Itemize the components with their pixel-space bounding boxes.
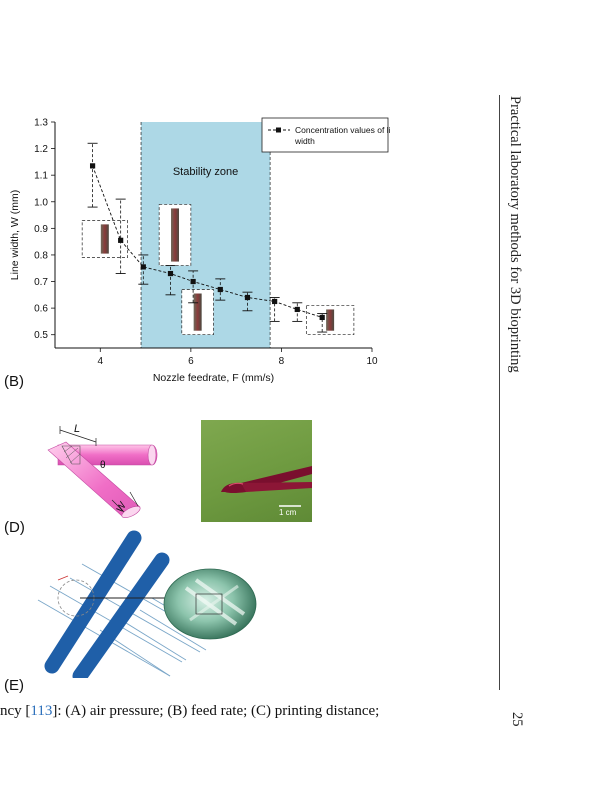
chart-legend: Concentration values of line width [261, 117, 390, 153]
running-head: Practical laboratory methods for 3D biop… [507, 96, 523, 373]
dim-l-label: L [74, 423, 80, 435]
caption-pre: ncy [ [0, 703, 31, 719]
y-tick-label: 0.5 [34, 330, 48, 341]
y-tick-label: 1.0 [34, 197, 48, 208]
scaffold-grid-diagram [37, 530, 257, 678]
data-point [244, 294, 251, 301]
x-tick-label: 4 [98, 356, 104, 367]
x-tick-label: 10 [366, 356, 378, 367]
inset-image [100, 224, 109, 254]
y-tick-label: 1.3 [34, 118, 48, 129]
data-point [118, 237, 124, 243]
y-tick-label: 1.2 [34, 144, 48, 155]
data-point [294, 306, 300, 313]
y-tick-label: 0.9 [34, 224, 48, 235]
scale-bar-label: 1 cm [279, 508, 297, 517]
panel-label-e: (E) [4, 677, 24, 694]
data-point [167, 270, 174, 277]
stability-zone-label: Stability zone [173, 166, 238, 178]
caption-citation-link[interactable]: 113 [30, 703, 53, 719]
page-number: 25 [509, 712, 525, 727]
caption-post: ]: (A) air pressure; (B) feed rate; (C) … [52, 703, 380, 719]
panel-label-b: (B) [4, 373, 24, 390]
margin-rule [499, 95, 500, 690]
chart-axes: 0.5 0.6 0.7 0.8 0.9 1.0 1.1 1.2 1.3 4 6 8 10 [34, 118, 378, 368]
y-axis-label: Line width, W (mm) [9, 190, 21, 280]
theta-label: θ [100, 460, 106, 471]
inset-image [171, 208, 180, 262]
y-tick-label: 0.6 [34, 304, 48, 315]
data-point [89, 163, 96, 169]
x-tick-label: 6 [188, 356, 194, 367]
inset-image [193, 293, 202, 331]
line-width-chart: Stability zone 0.5 0.6 0.7 0.8 0.9 1.0 1.1 1.2 1… [9, 117, 390, 385]
y-tick-label: 0.7 [34, 277, 48, 288]
filament-angle-diagram: L θ W [47, 423, 158, 518]
data-point [319, 314, 325, 321]
x-axis-label: Nozzle feedrate, F (mm/s) [153, 372, 274, 384]
data-point [272, 298, 278, 305]
chart-marks [87, 142, 328, 333]
series-line [92, 165, 323, 318]
data-point [217, 286, 223, 293]
data-point [190, 278, 196, 285]
legend-label: Concentration values of line width [294, 125, 390, 146]
figure-caption: ncy [113]: (A) air pressure; (B) feed ra… [0, 703, 379, 720]
panel-label-d: (D) [4, 519, 25, 536]
data-point [140, 264, 146, 270]
inset-image [326, 309, 335, 331]
x-tick-label: 8 [279, 356, 285, 367]
filament-photo: 1 cm [201, 420, 312, 522]
legend-marker [276, 127, 281, 133]
y-tick-label: 0.8 [34, 250, 48, 261]
y-tick-label: 1.1 [34, 171, 48, 182]
